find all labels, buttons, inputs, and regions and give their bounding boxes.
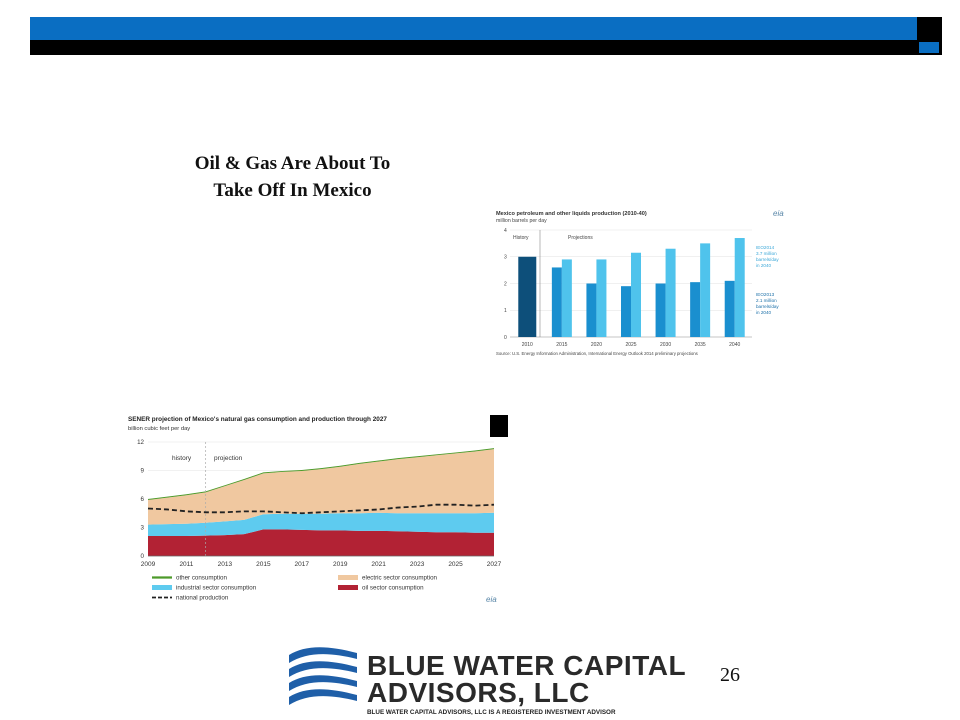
chart1-bar-ieo2014 [665,248,676,337]
chart1-bar-ieo2013 [551,267,562,337]
logo-name-line1: BLUE WATER CAPITAL [367,650,687,681]
chart2-ytick-label: 12 [137,439,144,446]
chart1-bar-history [518,256,537,337]
chart2-area-oil-sector-consumption [148,529,494,556]
legend-label: industrial sector consumption [176,585,257,592]
chart1-xtick-label: 2030 [660,342,671,348]
chart1-bar-ieo2013 [655,283,666,337]
slide-title-line1: Oil & Gas Are About To [194,153,391,174]
chart2-xtick-label: 2021 [371,561,386,568]
chart1-xtick-label: 2020 [591,342,602,348]
chart1-ytick-label: 3 [504,255,507,261]
chart2-projection-label: projection [214,455,243,462]
chart1-ieo2013-annotation: IEO2013 2.1 million barrels/day in 2040 [756,292,779,315]
chart2-area-industrial-sector-consumption [148,512,494,537]
chart1-title: Mexico petroleum and other liquids produ… [496,211,647,217]
legend-swatch [338,585,358,590]
chart2-ytick-label: 3 [141,525,145,532]
chart1-ytick-label: 2 [504,281,507,287]
chart1-bar-ieo2013 [586,283,597,337]
chart1-bar-ieo2014 [734,238,745,337]
chart2-legend: other consumption electric sector consump… [152,575,438,602]
chart2-history-label: history [172,455,192,462]
chart1-xtick-label: 2010 [522,342,533,348]
chart1-bar-ieo2013 [724,280,735,337]
chart2-area-other-consumption [148,448,494,500]
chart2-xtick-label: 2013 [218,561,233,568]
chart1-xtick-label: 2035 [695,342,706,348]
slide-title: Oil & Gas Are About To Take Off In Mexic… [150,150,435,204]
eia-logo-icon: eia [486,595,497,604]
chart1-ieo2014-annotation: IEO2014 3.7 million barrels/day in 2040 [756,245,779,268]
slide-title-line2: Take Off In Mexico [213,180,372,201]
chart2-corner-block [490,415,508,437]
header-corner-accent [919,42,939,53]
page-number: 26 [720,664,740,686]
chart1-xtick-label: 2040 [729,342,740,348]
ann13-line3: barrels/day [756,304,779,309]
ann14-line2: 3.7 million [756,251,777,256]
logo-name-line2: ADVISORS, LLC [367,677,590,708]
chart1-ytick-label: 4 [504,228,507,234]
chart2-subtitle: billion cubic feet per day [128,426,190,432]
chart2-area-electric-sector-consumption [148,449,494,525]
eia-logo-icon: eia [773,209,784,218]
legend-label: other consumption [176,575,227,582]
chart2-ytick-label: 6 [141,496,145,503]
chart2-xtick-label: 2011 [179,561,193,568]
chart2-xtick-label: 2027 [487,561,502,568]
ann13-line1: IEO2013 [756,292,775,297]
chart1-ytick-label: 1 [504,308,507,314]
oil-production-bar-chart: Mexico petroleum and other liquids produ… [490,205,845,360]
chart2-ytick-label: 0 [141,553,145,560]
chart2-xtick-label: 2009 [141,561,156,568]
chart1-bar-ieo2014 [561,259,572,337]
chart1-xtick-label: 2025 [625,342,636,348]
logo-tagline: BLUE WATER CAPITAL ADVISORS, LLC IS A RE… [367,709,616,716]
legend-label: electric sector consumption [362,575,438,582]
wave-logo-icon [289,647,357,705]
header-black-bar [30,40,942,55]
chart2-xtick-label: 2017 [295,561,310,568]
header-blue-bar [30,17,917,40]
chart2-xtick-label: 2025 [448,561,463,568]
chart2-ytick-label: 9 [141,468,145,475]
chart1-history-label: History [513,235,529,241]
chart2-xtick-label: 2019 [333,561,348,568]
legend-swatch [338,575,358,580]
chart2-xtick-label: 2023 [410,561,425,568]
chart1-bar-ieo2014 [596,259,607,337]
ann14-line4: in 2040 [756,263,772,268]
chart1-bar-ieo2013 [690,282,701,337]
ann14-line1: IEO2014 [756,245,775,250]
ann13-line2: 2.1 million [756,298,777,303]
chart1-bar-ieo2013 [621,286,631,337]
ann13-line4: in 2040 [756,310,772,315]
chart1-projections-label: Projections [568,235,593,241]
company-logo: BLUE WATER CAPITAL ADVISORS, LLC BLUE WA… [287,647,686,717]
chart1-subtitle: million barrels per day [496,218,547,224]
natural-gas-area-chart: SENER projection of Mexico's natural gas… [126,410,508,606]
chart2-xtick-label: 2015 [256,561,271,568]
chart1-xtick-label: 2015 [556,342,567,348]
chart2-line-national-production [147,503,495,515]
ann14-line3: barrels/day [756,257,779,262]
legend-label: national production [176,595,229,602]
legend-label: oil sector consumption [362,585,424,592]
header-corner-square [917,17,942,40]
chart1-source: Source: U.S. Energy Information Administ… [496,351,698,356]
chart2-title: SENER projection of Mexico's natural gas… [128,416,387,423]
chart1-ytick-label: 0 [504,335,507,341]
chart1-bar-ieo2014 [631,252,641,337]
chart1-bar-ieo2014 [700,243,711,337]
legend-swatch [152,585,172,590]
